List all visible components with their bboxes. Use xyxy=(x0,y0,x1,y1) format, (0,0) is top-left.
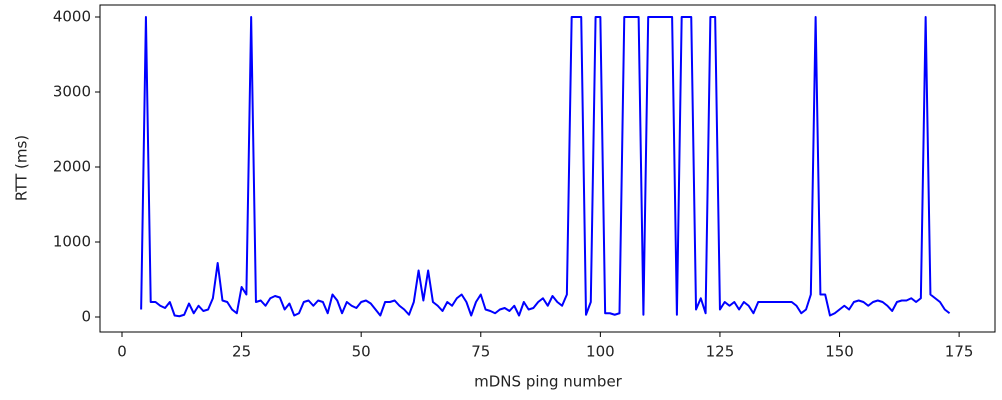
x-tick-label: 25 xyxy=(232,343,251,361)
x-tick-label: 75 xyxy=(471,343,490,361)
plot-frame xyxy=(99,4,996,333)
x-axis-label: mDNS ping number xyxy=(474,373,623,391)
y-tick-label: 3000 xyxy=(53,83,91,101)
x-tick-label: 175 xyxy=(945,343,974,361)
y-tick-label: 1000 xyxy=(53,233,91,251)
x-tick-label: 0 xyxy=(117,343,127,361)
x-tick-label: 100 xyxy=(586,343,615,361)
x-tick-label: 150 xyxy=(825,343,854,361)
data-line xyxy=(140,16,951,318)
y-tick-label: 2000 xyxy=(53,158,91,176)
x-tick-label: 125 xyxy=(706,343,735,361)
y-tick-label: 0 xyxy=(81,308,91,326)
y-tick-label: 4000 xyxy=(53,8,91,26)
x-tick-label: 50 xyxy=(352,343,371,361)
y-axis-label: RTT (ms) xyxy=(13,135,31,201)
